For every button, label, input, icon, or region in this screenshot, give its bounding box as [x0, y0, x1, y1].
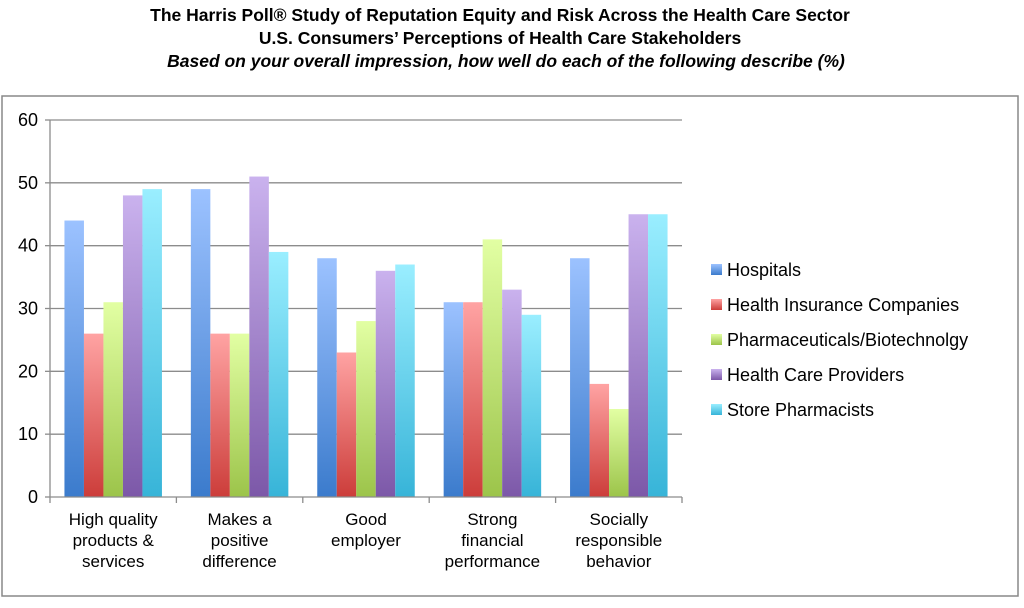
bar-hospitals-0: [64, 220, 84, 498]
bar-pharmaceuticals-biotechnolgy-4: [609, 409, 629, 497]
x-tick-label: responsible: [575, 531, 662, 550]
chart-frame: [1, 95, 1019, 597]
x-tick-label: performance: [445, 552, 540, 571]
bar-store-pharmacists-3: [521, 314, 542, 497]
x-tick-label: financial: [461, 531, 523, 550]
bar-pharmaceuticals-biotechnolgy-1: [229, 333, 250, 497]
legend-label: Store Pharmacists: [727, 400, 874, 420]
bar-pharmaceuticals-biotechnolgy-0: [103, 302, 123, 497]
y-tick-label: 10: [18, 424, 38, 444]
bar-health-care-providers-2: [375, 270, 396, 497]
x-tick-label: Good: [345, 510, 387, 529]
bar-store-pharmacists-4: [648, 214, 668, 497]
bar-health-insurance-companies-3: [463, 302, 483, 497]
y-tick-label: 20: [18, 361, 38, 381]
y-tick-label: 0: [28, 487, 38, 507]
bar-health-care-providers-4: [628, 214, 649, 497]
y-tick-label: 30: [18, 299, 38, 319]
chart-subtitle: U.S. Consumers’ Perceptions of Health Ca…: [258, 28, 742, 48]
legend-swatch: [711, 404, 722, 415]
bar-health-care-providers-0: [122, 195, 143, 497]
x-tick-label: employer: [331, 531, 401, 550]
bar-health-insurance-companies-2: [336, 352, 357, 497]
legend-swatch: [711, 334, 722, 345]
x-tick-label: products &: [73, 531, 155, 550]
bar-hospitals-4: [570, 258, 590, 497]
x-tick-label: Makes a: [207, 510, 272, 529]
bar-health-insurance-companies-0: [83, 333, 104, 497]
x-tick-label: Socially: [590, 510, 649, 529]
legend-label: Health Insurance Companies: [727, 295, 959, 315]
legend-label: Pharmaceuticals/Biotechnolgy: [727, 330, 968, 350]
x-tick-label: Strong: [467, 510, 517, 529]
x-tick-label: High quality: [69, 510, 158, 529]
x-tick-label: services: [82, 552, 144, 571]
bar-health-insurance-companies-4: [589, 383, 610, 497]
y-tick-label: 40: [18, 236, 38, 256]
bar-store-pharmacists-1: [268, 251, 289, 497]
bar-hospitals-2: [317, 258, 337, 497]
x-tick-label: positive: [211, 531, 269, 550]
bar-pharmaceuticals-biotechnolgy-2: [356, 321, 376, 497]
bar-pharmaceuticals-biotechnolgy-3: [482, 239, 503, 497]
legend-swatch: [711, 369, 722, 380]
legend-label: Hospitals: [727, 260, 801, 280]
bar-health-care-providers-3: [502, 289, 522, 497]
bar-health-care-providers-1: [249, 176, 269, 498]
bar-store-pharmacists-0: [142, 189, 162, 497]
x-tick-label: behavior: [586, 552, 652, 571]
chart-question: Based on your overall impression, how we…: [167, 51, 845, 71]
y-tick-label: 50: [18, 173, 38, 193]
legend-swatch: [711, 299, 722, 310]
bar-hospitals-1: [190, 189, 211, 497]
legend-label: Health Care Providers: [727, 365, 904, 385]
bar-hospitals-3: [443, 302, 464, 497]
x-tick-label: difference: [202, 552, 276, 571]
bar-health-insurance-companies-1: [210, 333, 230, 497]
bar-store-pharmacists-2: [395, 264, 415, 497]
y-tick-label: 60: [18, 110, 38, 130]
chart-title: The Harris Poll® Study of Reputation Equ…: [150, 5, 850, 25]
legend-swatch: [711, 264, 722, 275]
